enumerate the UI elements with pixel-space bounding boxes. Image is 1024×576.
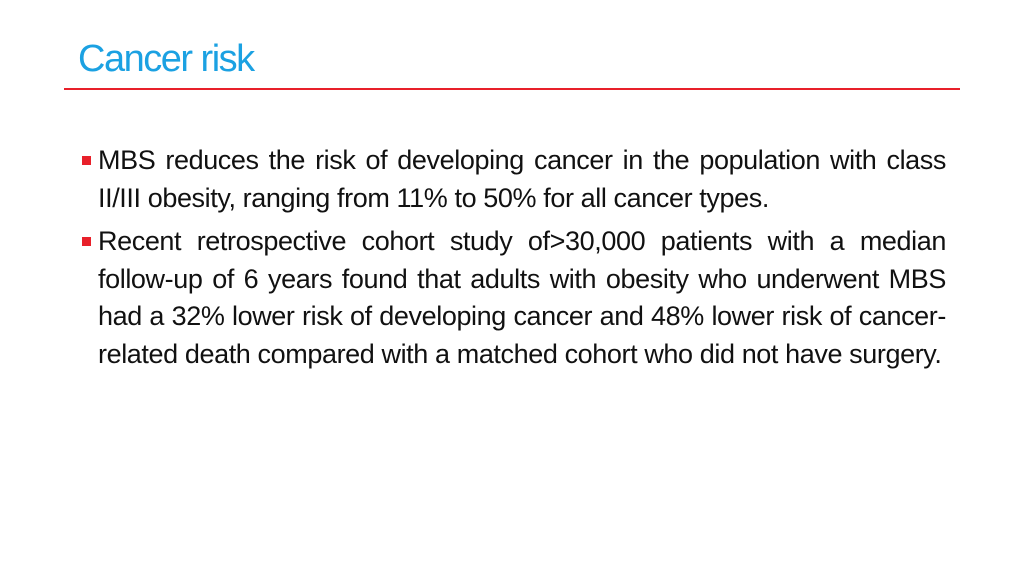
bullet-item: Recent retrospective cohort study of>30,… xyxy=(80,223,946,373)
title-divider xyxy=(64,88,960,90)
bullet-list: MBS reduces the risk of developing cance… xyxy=(80,142,946,379)
bullet-text: MBS reduces the risk of developing cance… xyxy=(98,145,946,213)
bullet-text: Recent retrospective cohort study of>30,… xyxy=(98,226,946,369)
slide-title: Cancer risk xyxy=(78,38,255,80)
square-bullet-icon xyxy=(82,237,91,246)
bullet-item: MBS reduces the risk of developing cance… xyxy=(80,142,946,217)
square-bullet-icon xyxy=(82,156,91,165)
